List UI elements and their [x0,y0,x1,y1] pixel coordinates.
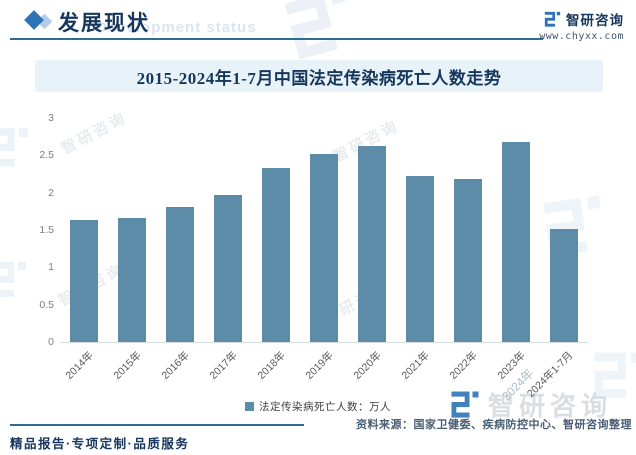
bar-2017年 [214,194,242,342]
plot-area [60,118,588,343]
brand-watermark-logo-icon [592,350,636,402]
x-axis-label-slot: 2022年 [444,343,492,397]
bar-slot [348,118,396,342]
x-axis-label-slot: 2018年 [252,343,300,397]
bar-slot [60,118,108,342]
bar-2020年 [358,145,386,342]
x-axis-label: 2016年 [159,349,192,382]
bar-2023年 [502,141,530,342]
bar-slot [204,118,252,342]
x-axis-label: 2021年 [399,349,432,382]
brand-logo-icon [544,11,561,28]
bar-slot [108,118,156,342]
y-axis-tick-label: 1.5 [39,224,54,236]
x-axis-label-slot: 2016年 [156,343,204,397]
x-axis-label-slot: 2014年 [60,343,108,397]
x-axis-label: 2018年 [255,349,288,382]
bar-2024年1-7月 [550,228,578,342]
chart-legend: 法定传染病死亡人数：万人 [0,399,636,414]
bar-slot [252,118,300,342]
y-axis-tick-label: 0 [48,336,54,348]
source-divider [10,424,304,426]
brand-name: 智研咨询 [566,13,624,28]
brand-logo: 智研咨询 [544,9,624,29]
x-axis-label: 2017年 [207,349,240,382]
y-axis-tick-label: 3 [48,112,54,124]
bar-2018年 [262,168,290,342]
chart-title-band: 2015-2024年1-7月中国法定传染病死亡人数走势 [35,60,603,92]
legend-label: 法定传染病死亡人数：万人 [259,401,391,413]
header-divider [10,38,543,40]
y-axis-tick-label: 0.5 [39,298,54,311]
footer-tagline: 精品报告·专项定制·品质服务 [10,437,190,451]
x-axis-label: 2019年 [303,349,336,382]
bar-2016年 [166,206,194,342]
chart-title: 2015-2024年1-7月中国法定传染病死亡人数走势 [136,68,502,88]
bar-2014年 [70,219,98,342]
x-axis-label-slot: 2020年 [348,343,396,397]
bar-slot [396,118,444,342]
brand-watermark-logo-icon [281,0,362,65]
bar-slot [300,118,348,342]
x-axis-labels: 2014年 2015年 2016年 2017年 2018年 2019年 2020年 2021年… [60,343,588,400]
header-watermark-text: Development status [96,19,257,36]
bar-slot [444,118,492,342]
x-axis-label-slot: 2015年 [108,343,156,397]
y-axis-tick-label: 1 [48,261,54,274]
bar-slot [156,118,204,342]
bar-slot [540,118,588,342]
x-axis-label-slot: 2024年1-7月 [525,343,588,400]
diamond-icon [24,10,44,30]
bar-2015年 [118,218,146,342]
y-axis-labels: 0 0.5 1 1.5 2 2.5 3 [24,112,54,348]
x-axis-label: 2014年 [63,349,96,382]
y-axis-tick-label: 2.5 [39,149,54,162]
x-axis-label: 2023年 [495,349,528,382]
bar-2021年 [406,176,434,342]
x-axis-label-slot: 2019年 [300,343,348,397]
y-axis-tick-label: 2 [48,186,54,199]
bar-2019年 [310,153,338,342]
x-axis-label-slot: 2021年 [396,343,444,397]
bar-slot [492,118,540,342]
legend-swatch [245,402,254,411]
bar-2022年 [454,179,482,342]
x-axis-label: 2020年 [351,349,384,382]
x-axis-label: 2022年 [447,349,480,382]
x-axis-label: 2015年 [111,349,144,382]
page-title: 发展现状 [58,12,150,35]
x-axis-label-slot: 2017年 [204,343,252,397]
source-text: 资料来源：国家卫健委、疾病防控中心、智研咨询整理 [356,419,632,431]
website-link[interactable]: www.chyxx.com [539,31,624,42]
